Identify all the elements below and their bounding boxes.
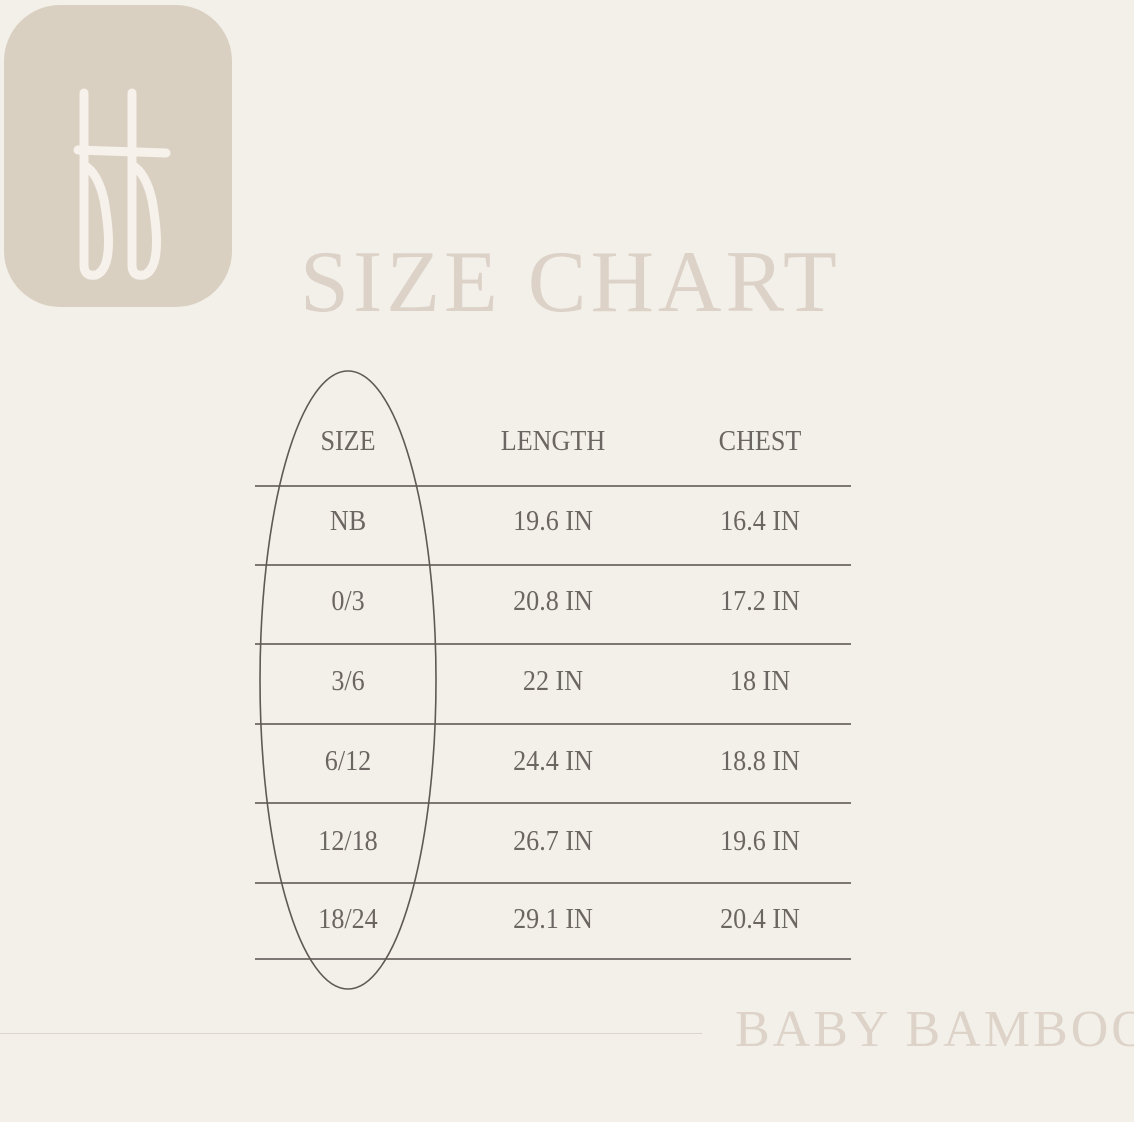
table-cell: 29.1 IN — [513, 903, 593, 935]
table-cell: 18.8 IN — [720, 745, 800, 777]
table-cell: 20.8 IN — [513, 585, 593, 617]
column-header-length: LENGTH — [500, 425, 606, 457]
column-header-size: SIZE — [320, 425, 376, 457]
table-cell: 6/12 — [324, 745, 372, 777]
logo — [4, 5, 232, 307]
page-title: SIZE CHART — [300, 234, 841, 331]
table-cell: 20.4 IN — [720, 903, 800, 935]
table-cell: 24.4 IN — [513, 745, 593, 777]
table-cell: 18/24 — [318, 903, 378, 935]
table-cell: 19.6 IN — [513, 505, 593, 537]
row-divider — [255, 958, 851, 960]
table-cell: 19.6 IN — [720, 825, 800, 857]
table-cell: 12/18 — [318, 825, 378, 857]
table-cell: NB — [329, 505, 367, 537]
table-cell: 18 IN — [729, 665, 791, 697]
table-cell: 3/6 — [331, 665, 365, 697]
row-divider — [255, 564, 851, 566]
row-divider — [255, 723, 851, 725]
brand-name: BABY BAMBOO — [735, 1001, 1134, 1058]
table-cell: 26.7 IN — [513, 825, 593, 857]
bb-logo-icon — [73, 88, 171, 280]
table-cell: 22 IN — [522, 665, 584, 697]
column-header-chest: CHEST — [718, 425, 802, 457]
table-cell: 0/3 — [331, 585, 365, 617]
row-divider — [255, 882, 851, 884]
footer-divider — [0, 1033, 702, 1034]
row-divider — [255, 802, 851, 804]
table-cell: 17.2 IN — [720, 585, 800, 617]
row-divider — [255, 643, 851, 645]
table-cell: 16.4 IN — [720, 505, 800, 537]
row-divider — [255, 485, 851, 487]
